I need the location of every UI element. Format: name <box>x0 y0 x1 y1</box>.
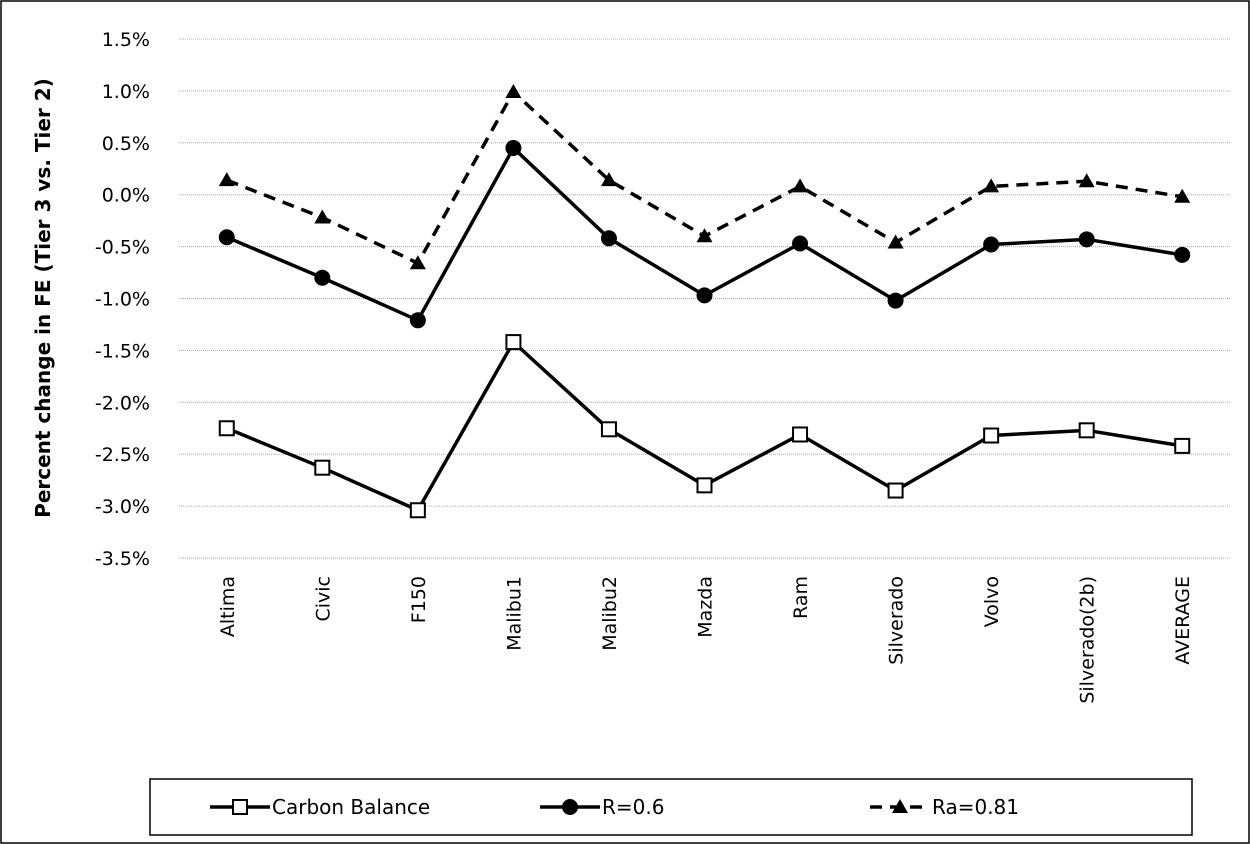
x-tick-label: Mazda <box>695 576 717 638</box>
legend-label: Ra=0.81 <box>932 795 1019 819</box>
point <box>696 287 713 304</box>
y-tick-label: 1.0% <box>102 81 150 103</box>
point <box>505 139 522 156</box>
point <box>887 292 904 309</box>
point <box>983 427 1000 444</box>
point <box>983 178 1000 193</box>
x-tick-label: Civic <box>312 576 334 622</box>
y-tick-label: -2.0% <box>95 392 150 414</box>
point <box>792 426 809 443</box>
y-tick-label: 0.0% <box>102 185 150 207</box>
point <box>792 235 809 252</box>
x-tick-label: Silverado <box>886 576 908 665</box>
y-tick-label: 1.5% <box>102 29 150 51</box>
x-tick-label: Malibu1 <box>503 576 525 651</box>
point <box>409 502 426 519</box>
point <box>505 334 522 351</box>
point <box>600 421 617 438</box>
point <box>600 230 617 247</box>
x-tick-label: Malibu2 <box>599 576 621 651</box>
point <box>409 312 426 329</box>
legend-marker <box>232 799 248 815</box>
x-tick-label: Volvo <box>981 576 1003 627</box>
point <box>1174 437 1191 454</box>
legend-marker <box>562 799 578 815</box>
legend-marker <box>892 799 908 813</box>
legend-label: Carbon Balance <box>272 795 430 819</box>
point <box>696 477 713 494</box>
point <box>887 482 904 499</box>
point <box>409 255 426 270</box>
point <box>792 178 809 193</box>
x-tick-label: Altima <box>217 576 239 637</box>
point <box>218 172 235 187</box>
point <box>314 459 331 476</box>
point <box>983 236 1000 253</box>
y-tick-label: -3.0% <box>95 496 150 518</box>
point <box>1078 173 1095 188</box>
y-tick-label: -1.0% <box>95 289 150 311</box>
y-tick-label: -1.5% <box>95 340 150 362</box>
point <box>218 420 235 437</box>
point <box>696 228 713 243</box>
point <box>314 269 331 286</box>
x-tick-label: AVERAGE <box>1172 576 1194 665</box>
point <box>1078 231 1095 248</box>
point <box>1174 246 1191 263</box>
point <box>314 209 331 224</box>
y-tick-label: 0.5% <box>102 133 150 155</box>
legend-box <box>149 778 1193 836</box>
y-axis-title: Percent change in FE (Tier 3 vs. Tier 2) <box>31 78 55 518</box>
y-tick-label: -0.5% <box>95 237 150 259</box>
x-tick-label: Silverado(2b) <box>1077 576 1099 704</box>
point <box>218 229 235 246</box>
y-tick-label: -3.5% <box>95 548 150 570</box>
y-tick-label: -2.5% <box>95 444 150 466</box>
x-tick-label: F150 <box>408 576 430 623</box>
point <box>505 83 522 98</box>
legend-label: R=0.6 <box>602 795 664 819</box>
point <box>600 172 617 187</box>
x-tick-label: Ram <box>790 576 812 619</box>
point <box>1078 422 1095 439</box>
point <box>887 234 904 249</box>
point <box>1174 188 1191 203</box>
